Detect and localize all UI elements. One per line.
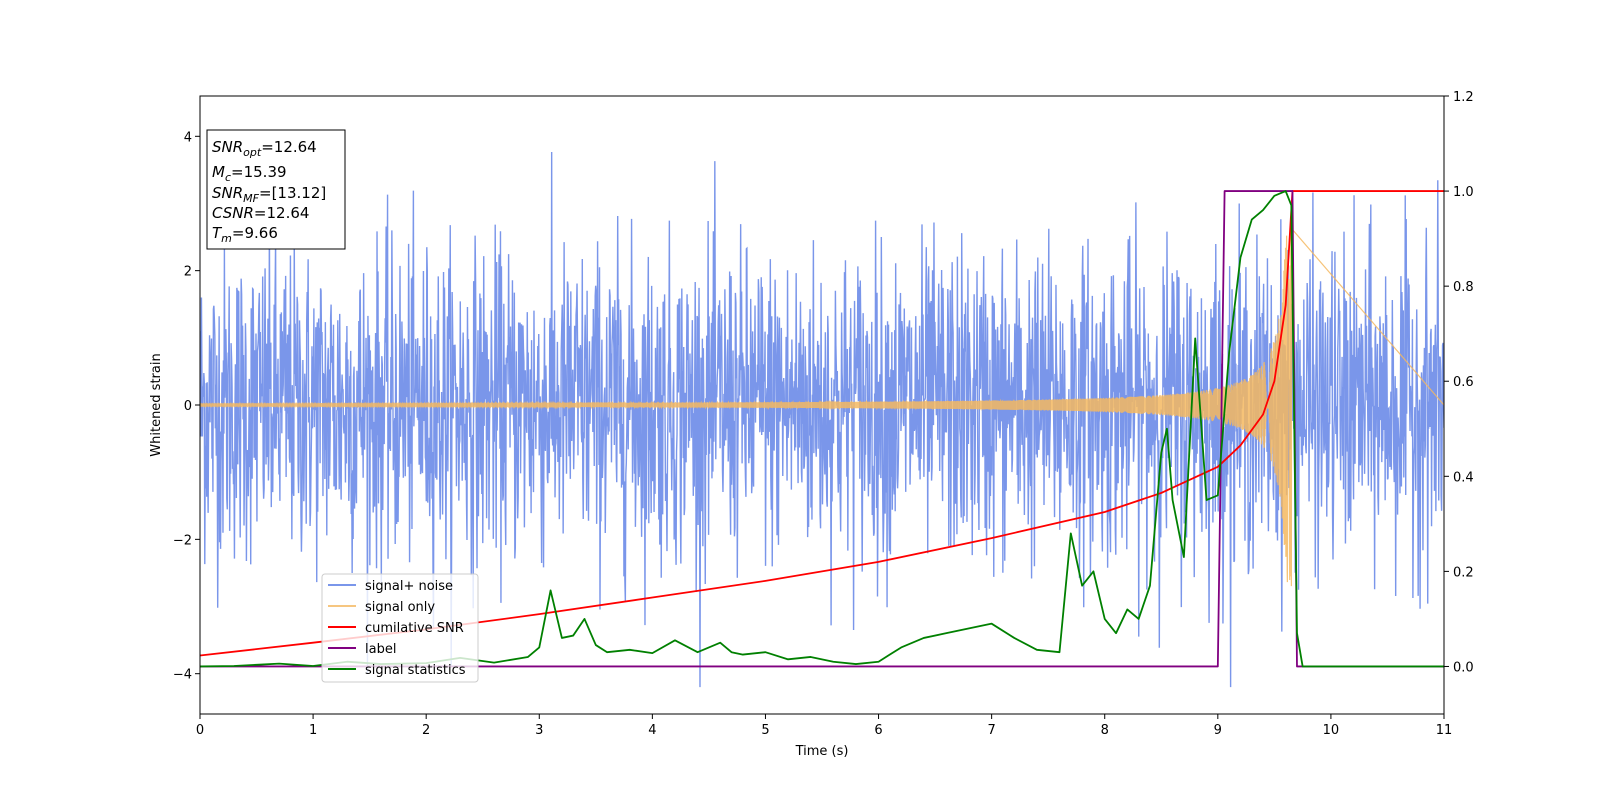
signal-noise-line xyxy=(200,151,1444,688)
y2-tick-label: 1.2 xyxy=(1453,90,1474,105)
x-tick-label: 9 xyxy=(1214,723,1222,738)
x-tick-label: 11 xyxy=(1436,723,1453,738)
x-tick-label: 4 xyxy=(648,723,656,738)
y2-tick-label: 1.0 xyxy=(1453,185,1474,200)
right-axis-series xyxy=(200,190,1444,668)
signal-noise-series xyxy=(200,151,1444,688)
info-box: SNRopt=12.64 Mc=15.39 SNRMF=[13.12] CSNR… xyxy=(206,129,346,250)
legend-entry-cumulative-snr: cumilative SNR xyxy=(328,621,464,636)
y-tick-label: 0 xyxy=(184,399,192,414)
x-axis: 0 1 2 3 4 5 6 7 8 9 10 11 xyxy=(196,714,1452,738)
legend: signal+ noise signal only cumilative SNR… xyxy=(321,573,479,683)
y2-tick-label: 0.2 xyxy=(1453,565,1474,580)
y-tick-label: 4 xyxy=(184,130,192,145)
signal-only-line xyxy=(200,227,1444,587)
legend-entry-label: label xyxy=(328,642,396,657)
info-snr-mf: SNRMF=[13.12] xyxy=(212,184,326,205)
y-tick-label: 2 xyxy=(184,265,192,280)
x-tick-label: 7 xyxy=(987,723,995,738)
svg-text:signal statistics: signal statistics xyxy=(365,663,466,678)
info-snr-opt: SNRopt=12.64 xyxy=(212,138,317,159)
x-tick-label: 5 xyxy=(761,723,769,738)
x-tick-label: 2 xyxy=(422,723,430,738)
info-csnr: CSNR=12.64 xyxy=(212,204,309,222)
y2-tick-label: 0.0 xyxy=(1453,660,1474,675)
y2-tick-label: 0.6 xyxy=(1453,375,1474,390)
legend-entry-signal-noise: signal+ noise xyxy=(328,579,453,594)
y-axis-label: Whitened strain xyxy=(149,353,164,456)
x-axis-label: Time (s) xyxy=(795,744,849,759)
x-tick-label: 1 xyxy=(309,723,317,738)
signal-only-series xyxy=(200,227,1444,587)
x-tick-label: 8 xyxy=(1101,723,1109,738)
y-axis-right: 0.0 0.2 0.4 0.6 0.8 1.0 1.2 xyxy=(1444,90,1474,675)
x-tick-label: 3 xyxy=(535,723,543,738)
y2-tick-label: 0.4 xyxy=(1453,470,1474,485)
cumulative-snr-line xyxy=(200,190,1444,657)
svg-text:label: label xyxy=(365,642,396,657)
y-tick-label: −2 xyxy=(173,533,192,548)
x-tick-label: 10 xyxy=(1323,723,1340,738)
info-mc: Mc=15.39 xyxy=(212,163,287,184)
svg-text:signal only: signal only xyxy=(365,600,435,615)
y2-tick-label: 0.8 xyxy=(1453,280,1474,295)
svg-text:signal+ noise: signal+ noise xyxy=(365,579,453,594)
legend-entry-signal-only: signal only xyxy=(328,600,435,615)
y-axis-left: −4 −2 0 2 4 xyxy=(173,130,200,683)
info-tm: Tm=9.66 xyxy=(212,224,278,245)
legend-entry-signal-statistics: signal statistics xyxy=(328,663,466,678)
signal-statistics-line xyxy=(200,190,1444,668)
svg-text:cumilative SNR: cumilative SNR xyxy=(365,621,464,636)
x-tick-label: 0 xyxy=(196,723,204,738)
x-tick-label: 6 xyxy=(874,723,882,738)
y-tick-label: −4 xyxy=(173,668,192,683)
